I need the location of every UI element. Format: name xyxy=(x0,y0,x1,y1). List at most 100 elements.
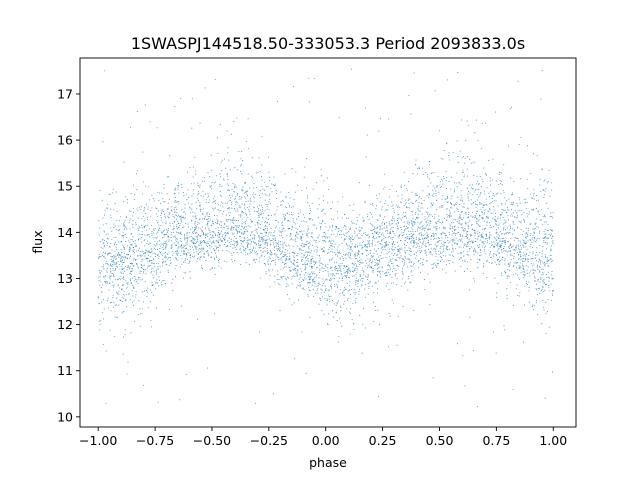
data-point xyxy=(337,273,339,275)
data-point xyxy=(371,245,373,247)
data-point xyxy=(139,208,141,211)
data-point xyxy=(527,257,529,259)
data-point xyxy=(477,261,479,263)
data-point xyxy=(330,218,333,220)
data-point xyxy=(546,230,548,232)
data-point xyxy=(523,198,525,200)
data-point xyxy=(396,344,398,346)
data-point xyxy=(313,277,315,279)
data-point xyxy=(415,241,417,243)
data-point xyxy=(253,201,255,203)
data-point xyxy=(320,288,322,290)
data-point xyxy=(413,222,415,224)
data-point xyxy=(232,183,234,185)
data-point xyxy=(137,267,140,269)
data-point xyxy=(407,289,409,291)
scatter-points xyxy=(97,68,554,408)
data-point xyxy=(419,271,422,273)
data-point xyxy=(114,335,116,337)
data-point xyxy=(467,225,469,227)
data-point xyxy=(163,236,165,238)
data-point xyxy=(228,159,230,161)
data-point xyxy=(241,211,243,213)
data-point xyxy=(102,266,104,268)
data-point xyxy=(425,237,427,239)
data-point xyxy=(204,193,207,195)
data-point xyxy=(503,325,505,327)
data-point xyxy=(479,234,481,236)
data-point xyxy=(261,232,263,234)
data-point xyxy=(365,156,367,158)
data-point xyxy=(393,210,395,212)
data-point xyxy=(543,241,545,243)
data-point xyxy=(114,316,116,318)
data-point xyxy=(103,251,105,253)
data-point xyxy=(491,244,493,246)
data-point xyxy=(126,269,128,271)
data-point xyxy=(235,186,237,188)
data-point xyxy=(152,294,154,296)
data-point xyxy=(505,250,507,252)
data-point xyxy=(180,233,182,235)
data-point xyxy=(217,246,219,248)
data-point xyxy=(387,264,389,266)
data-point xyxy=(481,203,483,205)
data-point xyxy=(268,269,270,271)
data-point xyxy=(324,285,326,287)
data-point xyxy=(135,250,137,252)
data-point xyxy=(524,257,526,259)
data-point xyxy=(187,223,189,225)
data-point xyxy=(448,263,450,265)
data-point xyxy=(183,251,185,253)
data-point xyxy=(264,199,266,201)
data-point xyxy=(287,202,289,204)
data-point xyxy=(389,224,391,226)
data-point xyxy=(464,229,466,231)
data-point xyxy=(433,202,435,204)
data-point xyxy=(506,277,508,279)
data-point xyxy=(521,214,523,216)
data-point xyxy=(400,285,402,287)
data-point xyxy=(463,207,465,209)
data-point xyxy=(141,250,143,252)
data-point xyxy=(465,223,467,225)
data-point xyxy=(107,297,109,299)
data-point xyxy=(189,206,191,208)
data-point xyxy=(434,248,436,250)
data-point xyxy=(214,234,217,236)
data-point xyxy=(454,248,457,250)
data-point xyxy=(249,219,252,221)
data-point xyxy=(144,206,146,209)
data-point xyxy=(522,341,524,343)
data-point xyxy=(204,216,206,218)
data-point xyxy=(405,217,407,219)
data-point xyxy=(350,288,352,291)
data-point xyxy=(511,255,513,257)
data-point xyxy=(512,201,515,203)
data-point xyxy=(170,246,172,248)
data-point xyxy=(271,253,273,255)
data-point xyxy=(295,235,297,237)
data-point xyxy=(543,194,546,196)
data-point xyxy=(469,192,471,194)
data-point xyxy=(416,218,418,220)
data-point xyxy=(405,228,407,230)
data-point xyxy=(547,260,549,262)
data-point xyxy=(415,238,418,241)
data-point xyxy=(108,193,110,195)
data-point xyxy=(503,219,505,221)
data-point xyxy=(544,190,546,192)
data-point xyxy=(510,177,512,179)
data-point xyxy=(476,199,479,201)
data-point xyxy=(461,224,463,226)
data-point xyxy=(113,284,115,286)
data-point xyxy=(284,230,286,232)
data-point xyxy=(419,250,421,252)
data-point xyxy=(442,226,444,228)
data-point xyxy=(262,238,264,240)
data-point xyxy=(288,204,290,206)
data-point xyxy=(426,238,428,240)
data-point xyxy=(233,216,235,218)
data-point xyxy=(149,265,151,267)
data-point xyxy=(283,228,285,230)
